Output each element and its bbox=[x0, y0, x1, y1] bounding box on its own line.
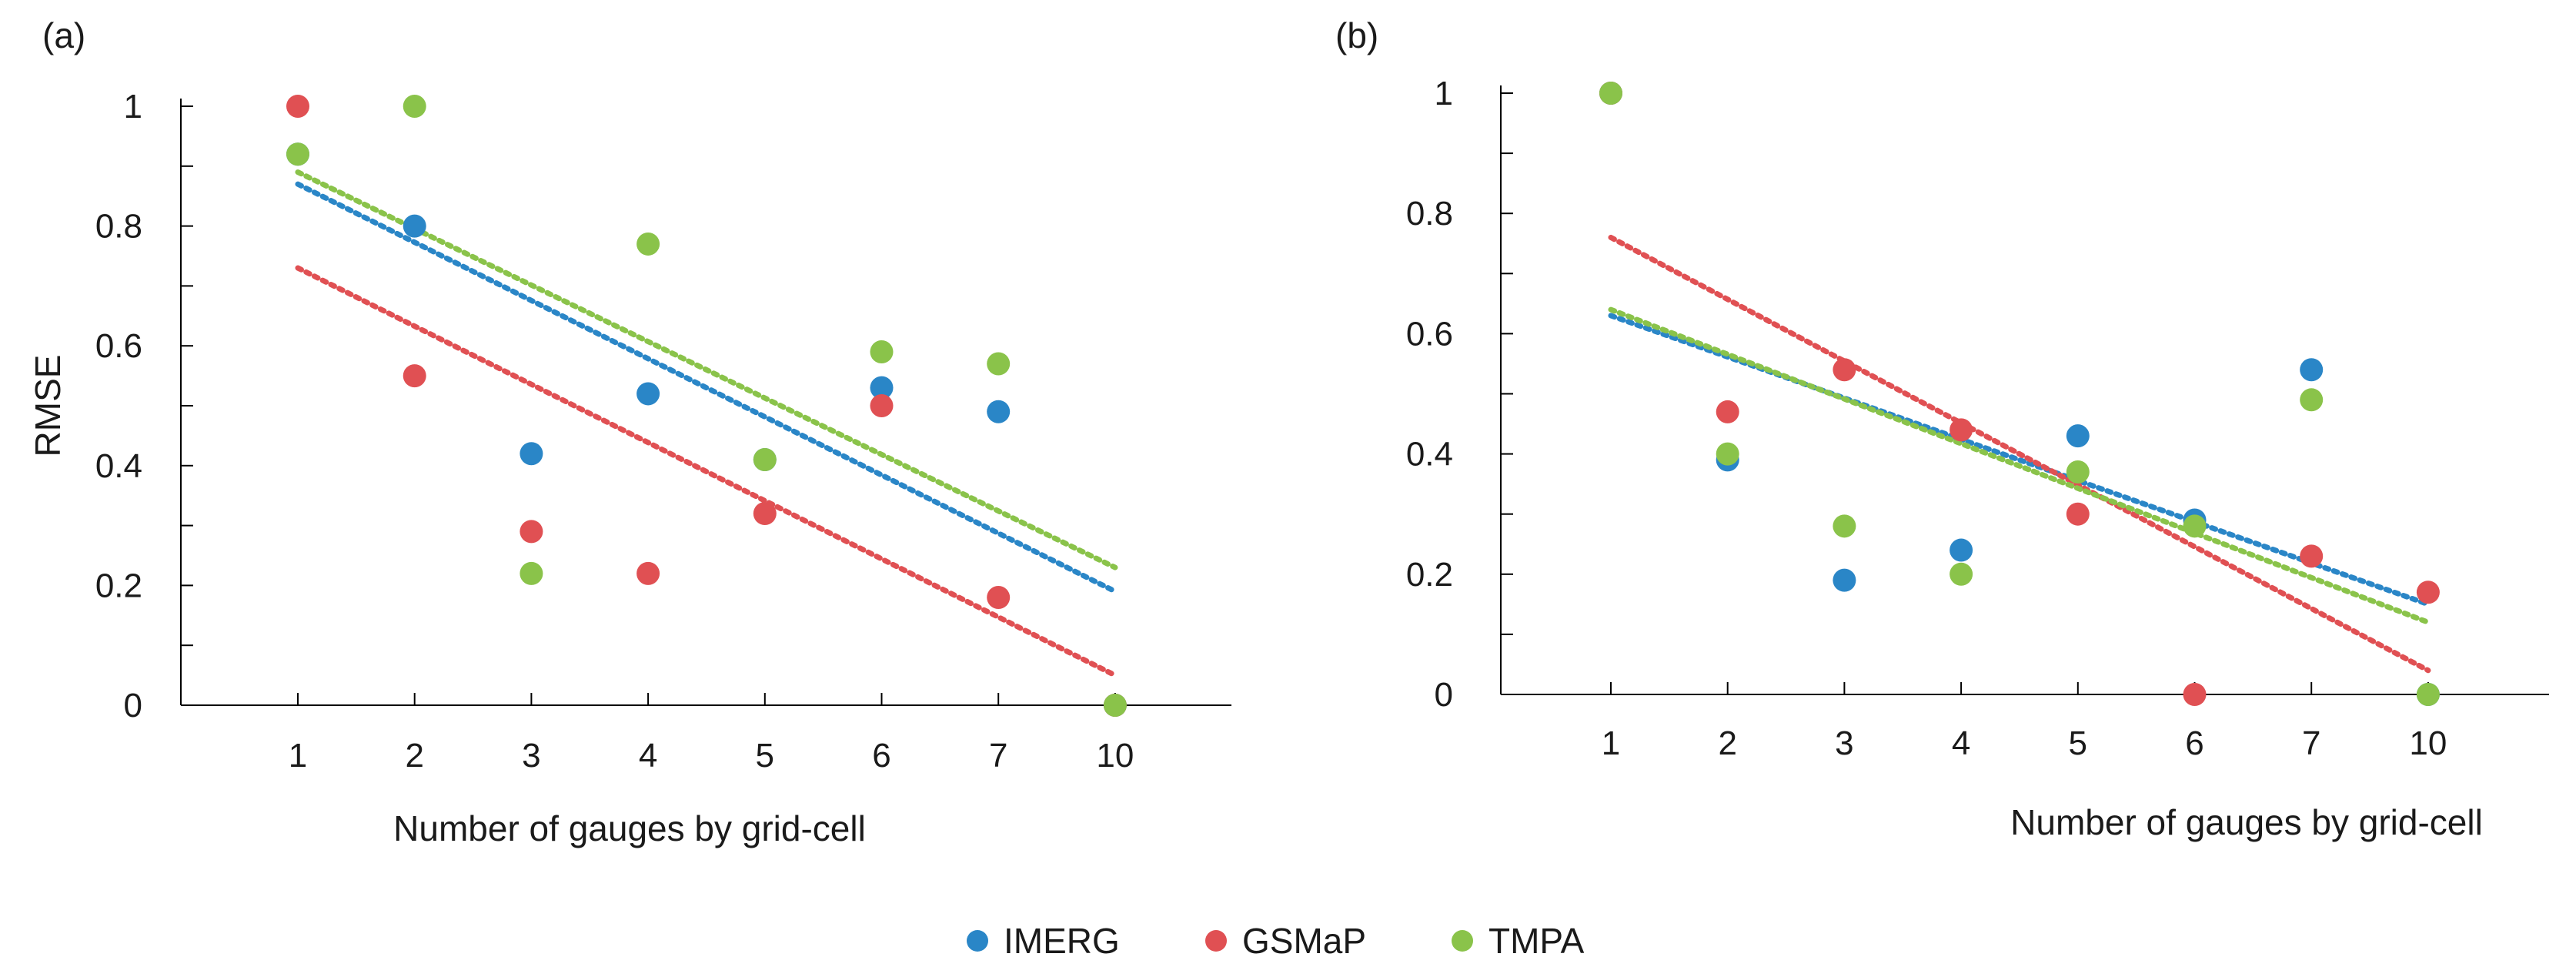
y-tick-label: 0.8 bbox=[1406, 195, 1453, 233]
point-gsmap bbox=[636, 561, 660, 585]
panel-a: 0 0.2 0.4 0.6 0.8 1 1 2 3 4 5 6 7 10 Number of gauges … bbox=[28, 15, 1231, 848]
x-tick-label: 5 bbox=[756, 737, 774, 775]
point-tmpa bbox=[2416, 683, 2440, 706]
point-tmpa bbox=[1599, 82, 1622, 105]
legend-label-imerg: IMERG bbox=[1004, 921, 1120, 961]
point-gsmap bbox=[2066, 502, 2090, 526]
point-tmpa bbox=[753, 448, 777, 472]
trendline-tmpa bbox=[295, 169, 1118, 570]
x-tick-label: 6 bbox=[872, 737, 890, 775]
point-imerg bbox=[2066, 424, 2090, 448]
point-gsmap bbox=[870, 394, 894, 417]
y-tick-label: 0.6 bbox=[95, 327, 142, 365]
y-tick-label: 0.2 bbox=[1406, 556, 1453, 594]
panel-label: (b) bbox=[1335, 15, 1378, 55]
y-tick-label: 1 bbox=[1435, 75, 1453, 112]
point-gsmap bbox=[520, 520, 543, 544]
point-tmpa bbox=[2300, 388, 2324, 412]
point-imerg bbox=[870, 376, 894, 400]
point-tmpa bbox=[403, 95, 426, 118]
y-tick-label: 0.6 bbox=[1406, 315, 1453, 353]
y-tick-label: 0 bbox=[124, 687, 142, 724]
legend-marker-imerg bbox=[967, 930, 988, 952]
legend-label-gsmap: GSMaP bbox=[1242, 921, 1366, 961]
y-tick-label: 0.8 bbox=[95, 208, 142, 246]
panel-b: 0 0.2 0.4 0.6 0.8 1 1 2 3 4 5 6 7 10 Number of gauges … bbox=[1335, 15, 2549, 842]
point-tmpa bbox=[520, 561, 543, 585]
y-tick-label: 0.4 bbox=[1406, 436, 1453, 473]
x-tick-label: 1 bbox=[289, 737, 307, 775]
point-imerg bbox=[403, 214, 426, 238]
y-tick-label: 1 bbox=[124, 88, 142, 125]
point-gsmap bbox=[2183, 683, 2207, 706]
point-gsmap bbox=[286, 95, 309, 118]
point-imerg bbox=[1950, 538, 1973, 562]
point-tmpa bbox=[1103, 694, 1127, 717]
x-tick-label: 3 bbox=[1835, 724, 1853, 762]
x-tick-label: 3 bbox=[522, 737, 540, 775]
y-axis-label: RMSE bbox=[28, 355, 68, 457]
y-tick-label: 0.4 bbox=[95, 447, 142, 485]
x-tick-label: 1 bbox=[1602, 724, 1620, 762]
x-tick-label: 7 bbox=[989, 737, 1007, 775]
legend-marker-gsmap bbox=[1205, 930, 1227, 952]
point-gsmap bbox=[1833, 358, 1856, 382]
y-tick-label: 0.2 bbox=[95, 567, 142, 604]
trendline-gsmap bbox=[1608, 234, 2431, 674]
point-tmpa bbox=[2183, 514, 2207, 538]
legend: IMERG GSMaP TMPA bbox=[967, 921, 1585, 961]
legend-marker-tmpa bbox=[1452, 930, 1473, 952]
x-tick-label: 4 bbox=[639, 737, 657, 775]
point-gsmap bbox=[987, 585, 1011, 609]
legend-label-tmpa: TMPA bbox=[1488, 921, 1585, 961]
x-tick-label: 2 bbox=[1718, 724, 1736, 762]
point-tmpa bbox=[870, 340, 894, 363]
point-imerg bbox=[987, 400, 1011, 423]
point-tmpa bbox=[1833, 514, 1856, 538]
point-imerg bbox=[1833, 568, 1856, 592]
x-tick-label: 2 bbox=[405, 737, 423, 775]
point-imerg bbox=[2300, 358, 2324, 382]
trendline-gsmap bbox=[295, 265, 1118, 678]
trendline-tmpa bbox=[1608, 306, 2431, 625]
point-gsmap bbox=[2416, 581, 2440, 604]
point-gsmap bbox=[2300, 544, 2324, 568]
x-tick-label: 6 bbox=[2185, 724, 2203, 762]
x-axis-label: Number of gauges by grid-cell bbox=[393, 808, 866, 848]
point-imerg bbox=[636, 382, 660, 406]
panel-label: (a) bbox=[42, 15, 85, 55]
y-tick-label: 0 bbox=[1435, 676, 1453, 714]
point-tmpa bbox=[636, 232, 660, 256]
point-tmpa bbox=[286, 142, 309, 166]
point-gsmap bbox=[1716, 400, 1739, 423]
point-tmpa bbox=[1950, 562, 1973, 586]
x-tick-label: 10 bbox=[2409, 724, 2447, 762]
point-tmpa bbox=[987, 352, 1011, 376]
point-gsmap bbox=[1950, 418, 1973, 442]
point-imerg bbox=[520, 442, 543, 466]
point-tmpa bbox=[2066, 460, 2090, 484]
x-tick-label: 7 bbox=[2302, 724, 2320, 762]
trendline-imerg bbox=[295, 181, 1118, 594]
x-tick-label: 5 bbox=[2069, 724, 2087, 762]
x-tick-label: 10 bbox=[1096, 737, 1134, 775]
point-gsmap bbox=[753, 502, 777, 526]
point-gsmap bbox=[403, 364, 426, 388]
x-tick-label: 4 bbox=[1952, 724, 1970, 762]
x-axis-label: Number of gauges by grid-cell bbox=[2010, 802, 2483, 842]
point-tmpa bbox=[1716, 442, 1739, 466]
